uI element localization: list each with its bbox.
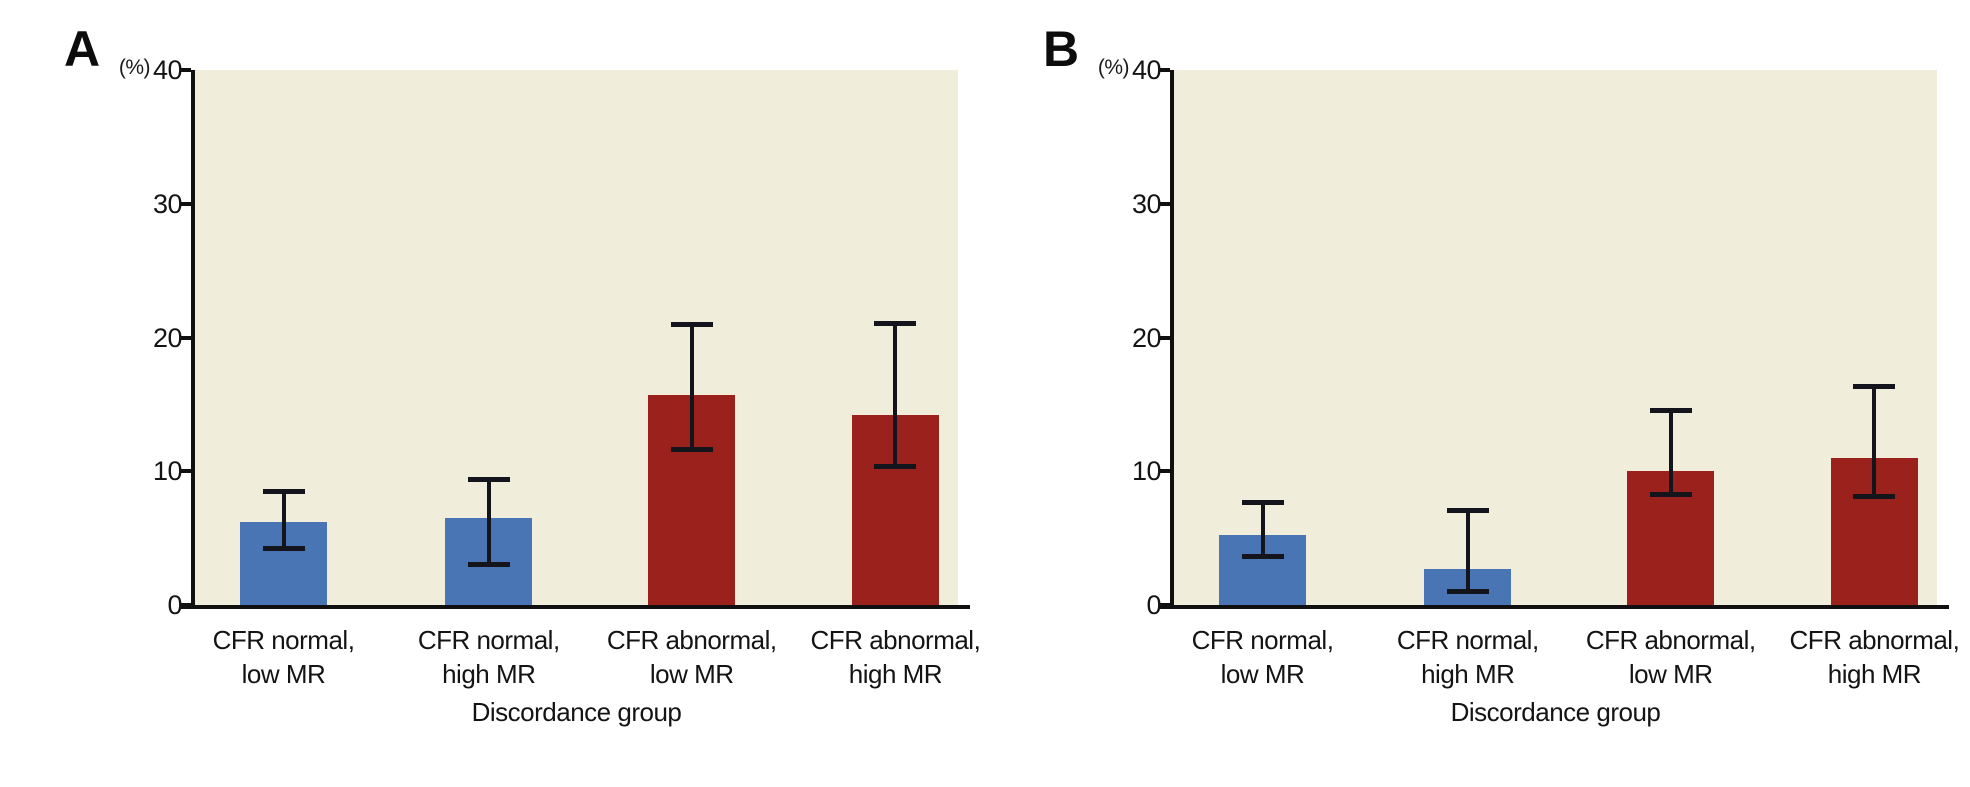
category-label: CFR abnormal, low MR	[1551, 623, 1791, 691]
error-bar-cap-top	[670, 322, 713, 328]
category-label-line: low MR	[649, 659, 734, 689]
panel-b: B (%) 0 10 20 30 40 CFR normal, low MR CFR norm…	[979, 0, 1970, 787]
error-bar-line	[1668, 409, 1673, 496]
error-bar-cap-bottom	[467, 561, 510, 567]
category-label: CFR normal, low MR	[1143, 623, 1383, 691]
error-bar-cap-bottom	[1649, 492, 1692, 498]
y-tick-mark	[1160, 603, 1170, 607]
error-bar-line	[281, 491, 286, 549]
category-label-line: CFR normal,	[1396, 625, 1539, 655]
error-bar-line	[1872, 385, 1877, 497]
y-tick-label: 10	[1131, 456, 1162, 487]
y-tick-mark	[1160, 469, 1170, 474]
error-bar-cap-bottom	[1241, 553, 1284, 559]
category-label: CFR normal, high MR	[1348, 623, 1588, 691]
error-bar-cap-top	[874, 320, 917, 326]
category-label-line: high MR	[848, 659, 943, 689]
category-label-line: high MR	[1827, 659, 1922, 689]
y-tick-label: 20	[152, 322, 183, 353]
category-label-line: CFR normal,	[417, 625, 560, 655]
error-bar-line	[689, 324, 694, 450]
error-bar-cap-top	[1446, 508, 1489, 514]
plot-background	[195, 70, 958, 605]
y-tick-label: 0	[1146, 590, 1161, 620]
y-tick-mark	[1160, 335, 1170, 340]
y-axis-line	[191, 70, 195, 609]
y-tick-mark	[181, 201, 191, 206]
error-bar-line	[1465, 510, 1470, 592]
error-bar-cap-top	[467, 477, 510, 483]
x-axis-title: Discordance group	[471, 697, 682, 727]
category-label-line: low MR	[1628, 659, 1713, 689]
category-label-line: CFR abnormal,	[1789, 625, 1960, 655]
category-label-line: CFR normal,	[1191, 625, 1334, 655]
y-tick-label: 30	[152, 188, 183, 219]
panel-a: A (%) 0 10 20 30 40 CFR normal, low MR CFR norm…	[64, 21, 981, 727]
category-label-line: CFR abnormal,	[1585, 625, 1756, 655]
category-label: CFR abnormal, high MR	[775, 623, 1015, 691]
category-label-line: low MR	[1220, 659, 1305, 689]
x-axis-line	[1160, 605, 1949, 609]
y-tick-label: 30	[1131, 188, 1162, 219]
error-bar-cap-bottom	[874, 464, 917, 470]
error-bar-cap-top	[1649, 407, 1692, 413]
error-bar-cap-bottom	[262, 545, 305, 551]
y-tick-mark	[181, 603, 191, 607]
y-tick-label: 10	[152, 456, 183, 487]
category-label: CFR normal, high MR	[369, 623, 609, 691]
y-axis-unit-label: (%)	[1097, 56, 1130, 79]
y-axis-unit-label: (%)	[118, 56, 151, 79]
y-tick-label: 40	[152, 55, 183, 85]
x-axis-line	[181, 605, 970, 609]
error-bar-cap-bottom	[670, 446, 713, 452]
category-label-line: CFR abnormal,	[810, 625, 981, 655]
error-bar-cap-bottom	[1853, 493, 1896, 499]
category-label: CFR abnormal, low MR	[572, 623, 812, 691]
y-tick-mark	[181, 335, 191, 340]
error-bar-cap-bottom	[1446, 588, 1489, 594]
error-bar-line	[893, 322, 898, 468]
category-label: CFR normal, low MR	[164, 623, 404, 691]
y-tick-mark	[181, 469, 191, 474]
category-label-line: high MR	[442, 659, 536, 689]
panel-b-letter: B	[1043, 21, 1079, 77]
panel-a-letter: A	[64, 21, 100, 77]
y-tick-label: 40	[1131, 55, 1162, 85]
plot-background	[1174, 70, 1937, 605]
y-tick-mark	[1160, 68, 1170, 72]
category-label-line: CFR abnormal,	[606, 625, 777, 655]
y-tick-mark	[1160, 201, 1170, 206]
x-axis-title: Discordance group	[1450, 697, 1661, 727]
error-bar-cap-top	[1853, 383, 1896, 389]
category-label-line: high MR	[1421, 659, 1515, 689]
error-bar-cap-top	[262, 489, 305, 495]
error-bar-line	[1260, 502, 1265, 557]
y-tick-label: 0	[167, 590, 182, 620]
y-tick-label: 20	[1131, 322, 1162, 353]
category-label-line: CFR normal,	[212, 625, 355, 655]
category-label: CFR abnormal, high MR	[1754, 623, 1970, 691]
y-axis-line	[1170, 70, 1174, 609]
y-tick-mark	[181, 68, 191, 72]
error-bar-cap-top	[1241, 500, 1284, 505]
category-label-line: low MR	[241, 659, 326, 689]
error-bar-line	[486, 479, 491, 565]
